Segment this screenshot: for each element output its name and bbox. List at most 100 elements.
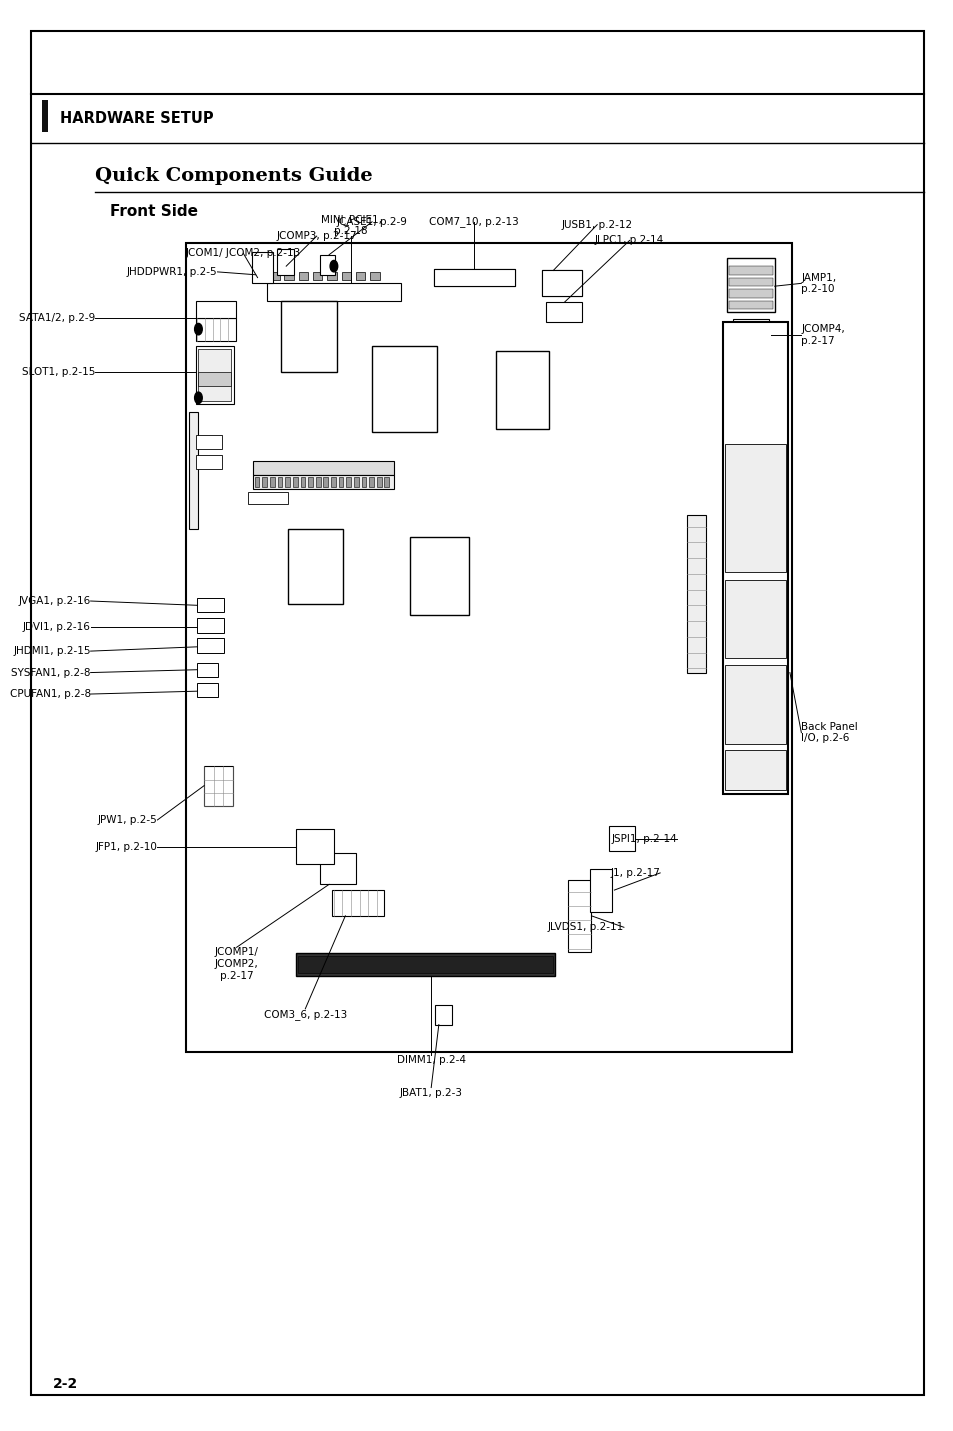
Text: SATA1/2, p.2-9: SATA1/2, p.2-9 — [19, 313, 95, 322]
Bar — [276, 249, 294, 275]
Text: JLPC1, p.2-14: JLPC1, p.2-14 — [595, 236, 663, 245]
Text: SLOT1, p.2-15: SLOT1, p.2-15 — [22, 368, 95, 376]
Bar — [376, 477, 381, 487]
Bar — [248, 492, 288, 504]
Bar — [728, 266, 772, 275]
Bar — [267, 283, 400, 301]
Bar — [541, 270, 581, 296]
Text: MINI_PCIE1,
p.2-18: MINI_PCIE1, p.2-18 — [320, 213, 381, 236]
Bar — [281, 301, 336, 372]
Text: JHDMI1, p.2-15: JHDMI1, p.2-15 — [13, 647, 91, 655]
Text: Front Side: Front Side — [110, 205, 197, 219]
Text: Quick Components Guide: Quick Components Guide — [95, 167, 373, 185]
Bar — [284, 272, 294, 280]
Bar — [197, 683, 218, 697]
Bar — [541, 270, 581, 296]
Bar — [195, 346, 233, 404]
Bar — [354, 477, 358, 487]
Bar — [722, 322, 787, 794]
Bar — [732, 319, 768, 351]
Bar — [195, 318, 235, 341]
Text: CPUFAN1, p.2-8: CPUFAN1, p.2-8 — [10, 690, 91, 698]
Bar — [384, 477, 389, 487]
Bar — [724, 580, 785, 658]
Bar — [295, 953, 555, 976]
Bar — [323, 477, 328, 487]
Text: J1, p.2-17: J1, p.2-17 — [610, 869, 659, 877]
Bar — [42, 100, 48, 132]
Bar — [197, 598, 224, 612]
Bar — [341, 272, 351, 280]
Text: JSPI1, p.2-14: JSPI1, p.2-14 — [611, 834, 677, 843]
Bar — [253, 475, 394, 489]
Bar — [204, 766, 233, 806]
Bar — [686, 515, 705, 673]
Bar — [186, 243, 791, 1052]
Text: Back Panel
I/O, p.2-6: Back Panel I/O, p.2-6 — [801, 721, 857, 744]
Bar — [198, 372, 231, 386]
Bar — [724, 444, 785, 572]
Text: JFP1, p.2-10: JFP1, p.2-10 — [95, 843, 157, 851]
Bar — [313, 272, 322, 280]
Bar — [295, 829, 334, 864]
Bar — [262, 477, 267, 487]
Bar — [338, 477, 343, 487]
Bar — [589, 869, 612, 912]
Bar — [608, 826, 635, 851]
Text: JPW1, p.2-5: JPW1, p.2-5 — [97, 816, 157, 824]
Bar — [728, 278, 772, 286]
Bar — [728, 301, 772, 309]
Bar — [254, 477, 259, 487]
Text: COM3_6, p.2-13: COM3_6, p.2-13 — [263, 1009, 347, 1020]
Bar — [297, 956, 553, 973]
Bar — [724, 750, 785, 790]
Text: JDVI1, p.2-16: JDVI1, p.2-16 — [23, 622, 91, 631]
Text: JVGA1, p.2-16: JVGA1, p.2-16 — [18, 597, 91, 605]
Text: SYSFAN1, p.2-8: SYSFAN1, p.2-8 — [11, 668, 91, 677]
Bar — [270, 272, 279, 280]
Text: JHDDPWR1, p.2-5: JHDDPWR1, p.2-5 — [127, 268, 217, 276]
Bar — [724, 665, 785, 744]
Bar — [355, 272, 365, 280]
Bar — [435, 1005, 452, 1025]
Bar — [197, 638, 224, 653]
Bar — [370, 272, 379, 280]
Circle shape — [194, 392, 202, 404]
Bar — [434, 269, 515, 286]
Bar — [369, 477, 374, 487]
Bar — [327, 272, 336, 280]
Bar — [288, 529, 343, 604]
Bar — [545, 302, 581, 322]
Bar — [197, 663, 218, 677]
Bar — [300, 477, 305, 487]
Bar — [372, 346, 436, 432]
Text: JAMP1,
p.2-10: JAMP1, p.2-10 — [801, 272, 836, 295]
Bar — [195, 301, 235, 318]
Bar — [315, 477, 320, 487]
Bar — [332, 890, 384, 916]
Text: JCASE1, p.2-9: JCASE1, p.2-9 — [336, 218, 407, 226]
Bar — [189, 412, 198, 529]
Bar — [252, 252, 273, 283]
Bar — [195, 435, 222, 449]
Bar — [285, 477, 290, 487]
Text: DIMM1, p.2-4: DIMM1, p.2-4 — [396, 1055, 465, 1065]
Bar — [198, 349, 231, 401]
Circle shape — [330, 260, 337, 272]
Bar — [496, 351, 548, 429]
Bar — [319, 255, 335, 275]
Circle shape — [194, 323, 202, 335]
Text: COM7_10, p.2-13: COM7_10, p.2-13 — [429, 216, 518, 228]
Text: JBAT1, p.2-3: JBAT1, p.2-3 — [399, 1088, 462, 1098]
Bar — [277, 477, 282, 487]
Bar — [410, 537, 469, 615]
Bar — [195, 455, 222, 469]
Bar — [298, 272, 308, 280]
Bar — [319, 853, 355, 884]
Bar — [346, 477, 351, 487]
Bar — [308, 477, 313, 487]
Bar — [567, 880, 591, 952]
Text: JCOMP4,
p.2-17: JCOMP4, p.2-17 — [801, 323, 844, 346]
Bar — [270, 477, 274, 487]
Text: JCOM1/ JCOM2, p.2-13: JCOM1/ JCOM2, p.2-13 — [186, 249, 300, 258]
